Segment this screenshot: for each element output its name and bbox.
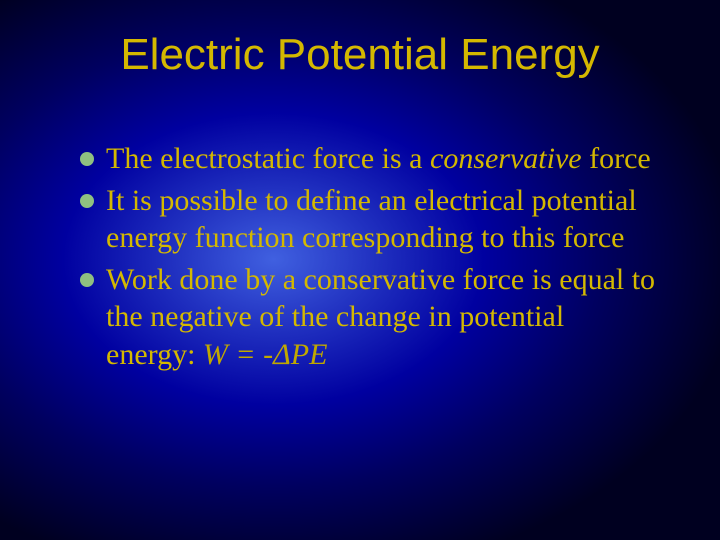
bullet-text-italic: conservative: [430, 142, 582, 175]
bullet-text-post: force: [582, 142, 651, 175]
bullet-text-pre: The electrostatic force is a: [106, 142, 430, 175]
bullet-item: Work done by a conservative force is equ…: [80, 261, 660, 374]
bullet-icon: [80, 194, 94, 208]
bullet-text-pre: Work done by a conservative force is equ…: [106, 263, 655, 371]
bullet-text: The electrostatic force is a conservativ…: [106, 140, 651, 178]
bullet-item: The electrostatic force is a conservativ…: [80, 140, 660, 178]
bullet-text: It is possible to define an electrical p…: [106, 182, 660, 257]
bullet-text-pre: It is possible to define an electrical p…: [106, 184, 637, 255]
bullet-icon: [80, 152, 94, 166]
bullet-item: It is possible to define an electrical p…: [80, 182, 660, 257]
slide-body: The electrostatic force is a conservativ…: [80, 140, 660, 377]
bullet-icon: [80, 273, 94, 287]
slide: Electric Potential Energy The electrosta…: [0, 0, 720, 540]
bullet-text-italic: W = -ΔPE: [203, 338, 327, 371]
slide-title: Electric Potential Energy: [0, 30, 720, 80]
bullet-text: Work done by a conservative force is equ…: [106, 261, 660, 374]
